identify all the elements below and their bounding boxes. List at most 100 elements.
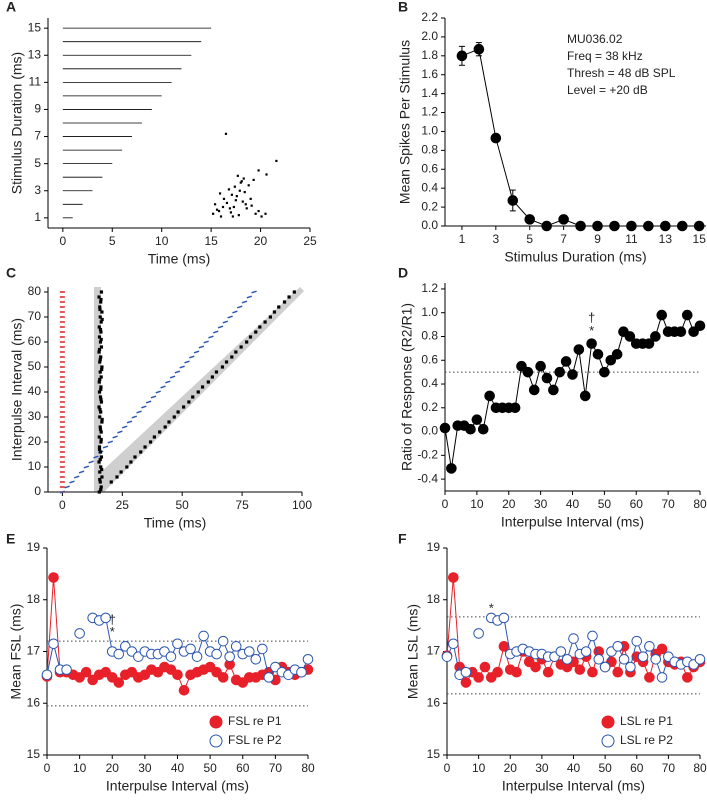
x-tick-label: 40 [566, 497, 580, 511]
p2-stimulus [107, 440, 114, 444]
spike [125, 465, 129, 469]
spike [98, 340, 103, 344]
y-tick-label: 50 [28, 359, 42, 373]
spike [97, 347, 102, 352]
point [80, 666, 92, 678]
y-axis-label: Stimulus Duration (ms) [9, 52, 25, 194]
spike [248, 335, 253, 339]
point [656, 643, 668, 655]
point [61, 664, 72, 675]
spike [97, 435, 101, 439]
point [605, 354, 617, 366]
spike [98, 370, 102, 374]
spike [97, 350, 101, 354]
spike [244, 203, 247, 206]
spike [231, 215, 234, 218]
spike [99, 397, 103, 402]
point [560, 356, 572, 367]
x-tick-label: 60 [236, 761, 250, 775]
p2-stimulus [64, 485, 70, 489]
y-tick-label: 15 [427, 747, 441, 761]
point [522, 366, 534, 378]
point [509, 402, 521, 414]
spike [218, 192, 222, 195]
x-axis-label: Interpulse Interval (ms) [501, 514, 644, 530]
point [448, 572, 459, 583]
point [567, 369, 578, 380]
spike [99, 440, 103, 444]
spike [133, 455, 137, 459]
spike [158, 430, 162, 434]
spike [228, 207, 232, 210]
p2-stimulus [150, 395, 157, 399]
point [535, 360, 546, 372]
y-axis-label: Mean Spikes Per Stimulus [397, 40, 413, 204]
x-tick-label: 7 [560, 232, 567, 246]
point [479, 661, 491, 673]
spike [264, 212, 267, 215]
legend-label: LSL re P1 [620, 714, 673, 728]
spike [172, 415, 176, 419]
y-tick-label: 0.4 [421, 376, 438, 390]
point [625, 661, 636, 673]
spike [224, 360, 229, 364]
y-tick-label: 3 [34, 183, 41, 197]
p2-stimulus [117, 430, 123, 434]
spike [234, 199, 237, 202]
y-axis-label: Interpulse Interval (ms) [9, 318, 25, 461]
x-tick-label: 13 [659, 232, 673, 246]
spike [236, 174, 239, 177]
p2-stimulus [83, 465, 90, 469]
spike [247, 184, 250, 187]
p2-stimulus [165, 380, 171, 384]
p2-stimulus [203, 340, 209, 344]
p2-stimulus [232, 310, 238, 314]
y-tick-label: 18 [427, 592, 441, 606]
y-tick-label: 10 [28, 459, 42, 473]
x-tick-label: 10 [73, 761, 87, 775]
point [542, 666, 554, 678]
spike [97, 405, 101, 409]
p2-stimulus [121, 425, 128, 429]
point [165, 651, 177, 662]
p2-stimulus [93, 455, 99, 459]
point [263, 672, 275, 683]
spike [260, 215, 263, 218]
spike [213, 203, 217, 206]
point [492, 666, 503, 678]
x-tick-label: 5 [526, 232, 533, 246]
x-tick-label: 80 [693, 497, 707, 511]
x-tick-label: 30 [138, 761, 152, 775]
annotation: * [489, 601, 494, 616]
point [471, 414, 483, 425]
point [644, 672, 655, 683]
p2-stimulus [69, 480, 75, 484]
point [579, 390, 591, 402]
p2-stimulus [184, 360, 190, 364]
spike [100, 367, 104, 372]
spike [97, 490, 101, 494]
y-tick-label: 0.6 [421, 161, 438, 175]
point [48, 572, 59, 583]
spike [217, 209, 221, 213]
point [599, 366, 610, 378]
point [498, 641, 510, 652]
x-tick-label: 10 [155, 234, 169, 248]
point [643, 220, 654, 232]
y-tick-label: 20 [28, 434, 42, 448]
spike [99, 410, 103, 414]
spike [272, 310, 277, 314]
x-tick-label: 40 [567, 761, 581, 775]
point [217, 672, 229, 683]
point [694, 320, 706, 332]
p2-stimulus [174, 370, 181, 374]
p2-stimulus [145, 400, 152, 404]
x-tick-label: 0 [59, 234, 66, 248]
spike [182, 405, 186, 409]
y-tick-label: 0.0 [421, 424, 438, 438]
point [574, 664, 586, 675]
x-tick-label: 20 [254, 234, 268, 248]
point [694, 653, 706, 665]
point [676, 220, 688, 232]
point [656, 309, 668, 321]
